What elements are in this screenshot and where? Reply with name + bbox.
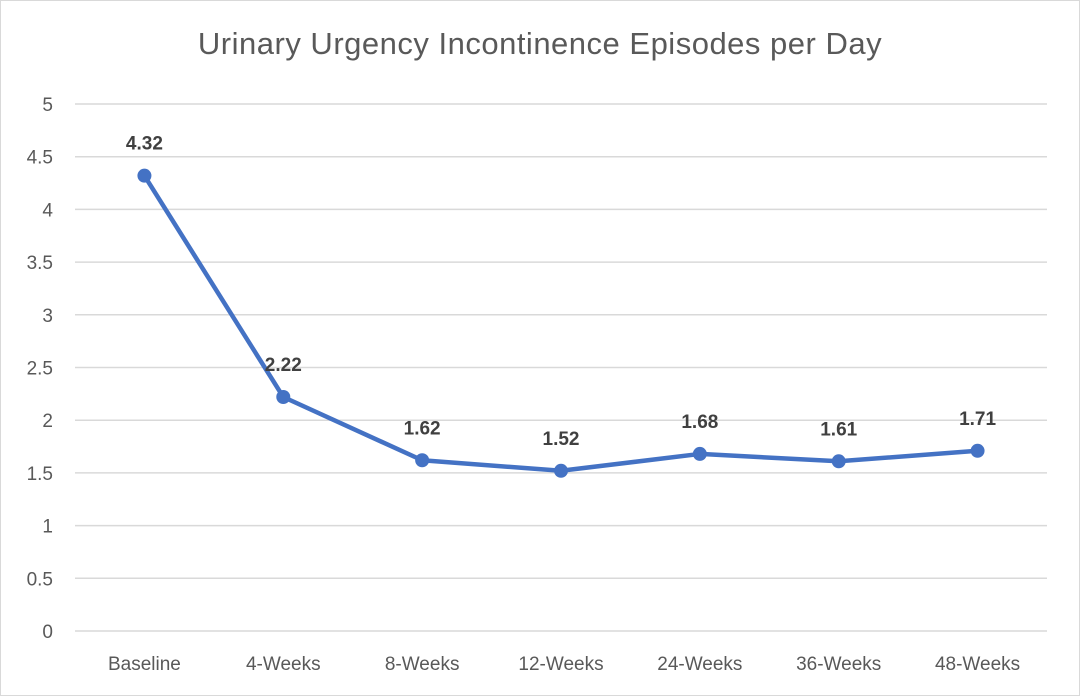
y-tick-label: 0 xyxy=(42,622,53,643)
data-label: 1.61 xyxy=(820,419,857,440)
chart-title: Urinary Urgency Incontinence Episodes pe… xyxy=(197,26,883,61)
data-label: 2.22 xyxy=(265,355,302,376)
y-tick-label: 2.5 xyxy=(27,359,53,380)
x-tick-label: Baseline xyxy=(108,654,181,675)
series-group xyxy=(137,168,985,478)
x-tick-label: 24-Weeks xyxy=(657,654,742,675)
y-tick-label: 4.5 xyxy=(27,148,53,169)
y-tick-label: 3 xyxy=(42,306,53,327)
x-tick-label: 36-Weeks xyxy=(796,654,881,675)
data-point xyxy=(970,443,985,458)
data-label: 1.68 xyxy=(681,412,718,433)
y-tick-label: 4 xyxy=(42,200,53,221)
x-axis-ticks: Baseline 4-Weeks 8-Weeks 12-Weeks 24-Weeks 36… xyxy=(108,654,1020,675)
y-tick-label: 0.5 xyxy=(27,569,53,590)
y-tick-label: 2 xyxy=(42,411,53,432)
data-point xyxy=(137,168,152,183)
data-labels: 4.32 2.22 1.62 1.52 1.68 1.61 1.71 xyxy=(126,134,997,450)
y-tick-label: 1.5 xyxy=(27,464,53,485)
y-tick-label: 5 xyxy=(42,95,53,116)
x-tick-label: 8-Weeks xyxy=(385,654,460,675)
data-label: 1.71 xyxy=(959,409,996,430)
data-point xyxy=(554,463,568,478)
data-point xyxy=(831,454,846,469)
x-tick-label: 12-Weeks xyxy=(518,654,603,675)
data-label: 1.62 xyxy=(404,418,441,439)
y-axis-ticks: 0 0.5 1 1.5 2 2.5 3 3.5 4 4.5 5 xyxy=(27,95,54,643)
data-point xyxy=(692,446,707,461)
data-label: 1.52 xyxy=(543,429,580,450)
data-point xyxy=(415,453,430,468)
y-tick-label: 3.5 xyxy=(27,253,53,274)
y-tick-label: 1 xyxy=(42,517,53,538)
gridlines xyxy=(75,103,1047,632)
x-tick-label: 4-Weeks xyxy=(246,654,321,675)
x-tick-label: 48-Weeks xyxy=(935,654,1020,675)
data-point xyxy=(276,390,291,405)
data-label: 4.32 xyxy=(126,134,163,155)
